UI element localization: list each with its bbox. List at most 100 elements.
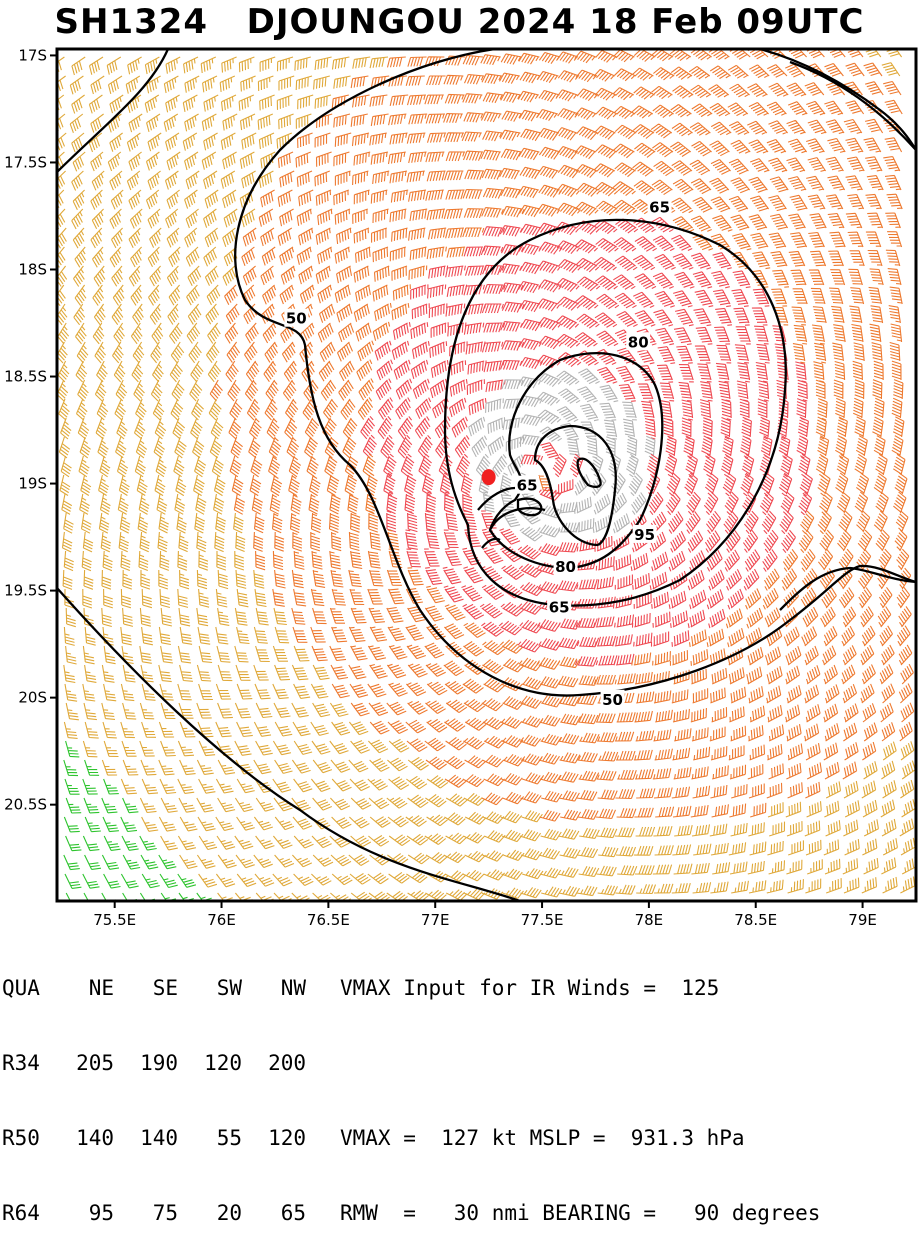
wind-barb — [71, 208, 84, 230]
wind-barb — [824, 62, 844, 77]
wind-barb — [93, 303, 106, 326]
wind-barb — [653, 729, 672, 742]
wind-barb — [315, 227, 331, 245]
wind-barb — [144, 56, 160, 75]
wind-barb — [519, 582, 544, 597]
wind-barb — [304, 417, 320, 440]
wind-barb — [852, 397, 864, 419]
wind-barb — [538, 184, 562, 198]
wind-barb — [519, 166, 541, 180]
wind-barb — [614, 255, 638, 272]
wind-barb — [405, 588, 423, 604]
wind-barb — [125, 75, 141, 94]
wind-barb — [866, 175, 884, 191]
wind-barb — [196, 531, 207, 553]
wind-barb — [537, 165, 559, 179]
wind-barb — [557, 656, 581, 669]
wind-barb — [657, 346, 676, 365]
wind-barb — [295, 75, 313, 91]
wind-barb — [158, 512, 169, 534]
wind-barb — [492, 454, 508, 478]
wind-barb — [595, 200, 620, 216]
wind-barb — [786, 762, 802, 780]
table-cell: 95 — [88, 1201, 114, 1225]
wind-barb — [147, 246, 160, 268]
wind-barb — [117, 493, 129, 515]
wind-barb — [391, 303, 410, 321]
wind-barb — [766, 666, 783, 685]
wind-barb — [481, 584, 505, 600]
wind-barb — [901, 857, 916, 875]
wind-barb — [691, 668, 707, 685]
wind-barb — [57, 246, 66, 268]
wind-barb — [57, 75, 66, 93]
wind-barb — [536, 657, 560, 670]
wind-barb — [158, 626, 171, 646]
wind-barb — [225, 303, 240, 325]
wind-barb — [817, 510, 832, 535]
wind-barb — [235, 664, 251, 681]
wind-barb — [467, 360, 487, 375]
wind-barb — [651, 179, 673, 196]
wind-barb — [311, 835, 332, 849]
wind-barb — [595, 712, 616, 724]
wind-barb — [255, 702, 273, 719]
wind-barb — [353, 151, 371, 166]
wind-barb — [481, 207, 504, 218]
wind-barb — [825, 81, 846, 96]
wind-barb — [732, 233, 752, 251]
wind-barb — [672, 253, 694, 270]
wind-barb — [781, 529, 796, 554]
y-tick-label: 19.5S — [4, 582, 47, 600]
wind-barb — [766, 627, 783, 647]
wind-barb — [462, 547, 481, 566]
wind-barb — [595, 49, 617, 63]
wind-barb — [541, 790, 563, 803]
wind-barb — [843, 722, 858, 742]
wind-barb — [190, 360, 204, 383]
wind-barb — [578, 865, 600, 878]
wind-barb — [654, 290, 675, 308]
wind-barb — [405, 75, 425, 86]
wind-barb — [406, 775, 428, 790]
wind-barb — [499, 225, 523, 237]
wind-barb — [443, 851, 466, 864]
x-tick-label: 78E — [635, 911, 664, 925]
wind-barb — [160, 702, 176, 720]
wind-barb — [348, 664, 367, 680]
wind-barb — [65, 835, 82, 852]
wind-barb — [122, 607, 134, 627]
wind-barb — [116, 455, 129, 478]
wind-barb — [371, 227, 387, 243]
wind-barb — [644, 435, 656, 459]
wind-barb — [807, 859, 823, 875]
wind-barb — [390, 189, 409, 203]
wind-barb — [184, 113, 199, 132]
contour-label: 65 — [517, 477, 538, 495]
wind-barb — [217, 892, 235, 901]
wind-barb — [558, 694, 580, 707]
wind-barb — [594, 125, 616, 140]
table-row: R34 205 190 120 200 — [2, 1051, 820, 1076]
wind-barb — [597, 789, 618, 800]
wind-barb — [272, 683, 289, 700]
wind-barb — [291, 664, 309, 681]
wind-barb — [579, 732, 600, 744]
wind-barb — [771, 288, 788, 307]
wind-barb — [823, 839, 840, 856]
wind-barb — [672, 85, 694, 99]
wind-barb — [445, 793, 468, 807]
wind-barb — [331, 778, 352, 792]
y-tick-label: 17.5S — [4, 153, 47, 171]
wind-barb — [480, 54, 501, 66]
wind-barb — [147, 208, 161, 229]
wind-barb — [158, 759, 175, 776]
wind-barb — [355, 284, 371, 303]
wind-barb — [293, 778, 313, 793]
table-cell: 200 — [268, 1051, 306, 1075]
wind-barb — [296, 170, 313, 187]
wind-barb — [331, 56, 350, 70]
wind-barb — [577, 846, 599, 859]
wind-barb — [522, 676, 544, 690]
wind-barb — [724, 549, 740, 572]
